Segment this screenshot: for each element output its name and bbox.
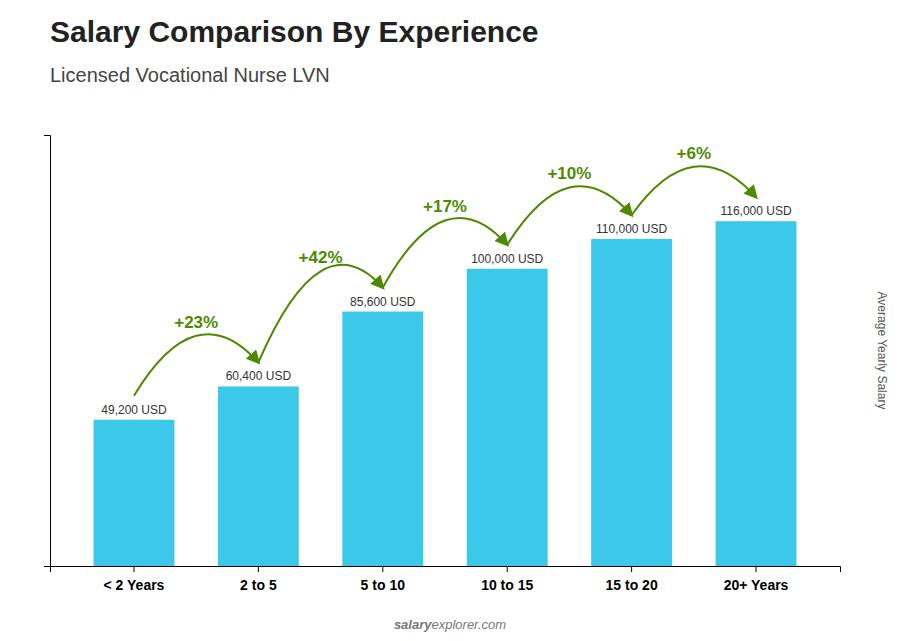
value-label: 110,000 USD — [596, 222, 667, 236]
x-tick: < 2 Years — [104, 566, 165, 593]
value-label: 100,000 USD — [471, 252, 543, 266]
change-arrows — [134, 166, 756, 396]
y-axis-title: Average Yearly Salary — [875, 292, 889, 410]
x-tick-mark — [382, 566, 383, 572]
value-label: 60,400 USD — [226, 369, 292, 383]
change-arrow — [507, 186, 631, 245]
y-axis — [44, 136, 51, 567]
x-tick: 2 to 5 — [240, 566, 277, 593]
x-tick: 15 to 20 — [606, 566, 658, 593]
title: Salary Comparison By Experience — [50, 15, 539, 48]
x-tick: 5 to 10 — [361, 566, 406, 593]
x-tick-label: 15 to 20 — [606, 577, 658, 593]
x-tick-mark — [133, 566, 134, 572]
value-label: 85,600 USD — [350, 295, 416, 309]
x-tick-label: 20+ Years — [724, 577, 789, 593]
chart-svg: < 2 Years 2 to 5 5 to 10 10 to 15 15 to 20 20… — [0, 0, 900, 641]
bar — [218, 386, 299, 566]
bar — [94, 420, 175, 566]
bar — [716, 221, 797, 566]
x-tick-mark — [258, 566, 259, 572]
change-arrow — [383, 218, 507, 288]
x-tick-label: 5 to 10 — [361, 577, 406, 593]
watermark: salaryexplorer.com — [394, 617, 506, 632]
bar — [591, 239, 672, 566]
subtitle: Licensed Vocational Nurse LVN — [50, 64, 330, 86]
annotations: +23% +42% +17% +10% +6% — [174, 144, 711, 332]
x-tick-label: 2 to 5 — [240, 577, 277, 593]
change-label: +6% — [677, 144, 712, 163]
change-label: +10% — [547, 164, 591, 183]
change-label: +17% — [423, 197, 467, 216]
bar — [342, 312, 423, 566]
chart-container: < 2 Years 2 to 5 5 to 10 10 to 15 15 to 20 20… — [0, 0, 900, 641]
x-tick-mark — [631, 566, 632, 572]
x-axis: < 2 Years 2 to 5 5 to 10 10 to 15 15 to 20 20… — [51, 566, 841, 593]
x-axis-line — [51, 567, 841, 573]
change-arrow — [632, 166, 756, 215]
bars — [94, 221, 797, 566]
bar — [467, 269, 548, 566]
x-tick-mark — [507, 566, 508, 572]
x-tick-label: 10 to 15 — [481, 577, 533, 593]
change-arrow — [134, 334, 258, 396]
value-label: 49,200 USD — [101, 403, 167, 417]
x-tick-mark — [756, 566, 757, 572]
watermark-part: salary — [394, 617, 432, 632]
change-label: +23% — [174, 313, 218, 332]
watermark-part: explorer.com — [431, 617, 506, 632]
value-labels: 49,200 USD 60,400 USD 85,600 USD 100,000 US… — [101, 204, 792, 417]
change-label: +42% — [299, 248, 343, 267]
x-tick: 10 to 15 — [481, 566, 533, 593]
value-label: 116,000 USD — [720, 204, 791, 218]
y-axis-line — [44, 136, 51, 567]
change-arrow — [258, 265, 382, 363]
x-tick: 20+ Years — [724, 566, 789, 593]
x-tick-label: < 2 Years — [104, 577, 165, 593]
